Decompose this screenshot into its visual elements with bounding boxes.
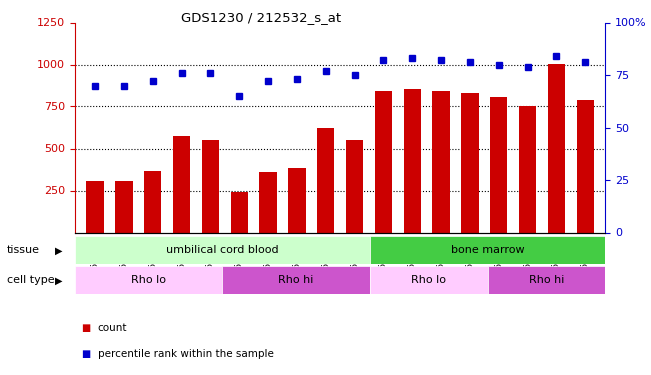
Bar <box>432 92 450 232</box>
Bar <box>115 181 133 232</box>
Text: ▶: ▶ <box>55 275 62 285</box>
Bar <box>75 236 370 264</box>
Text: count: count <box>98 323 127 333</box>
Bar <box>370 266 488 294</box>
Bar <box>75 266 222 294</box>
Text: umbilical cord blood: umbilical cord blood <box>166 245 279 255</box>
Bar <box>370 236 605 264</box>
Text: ■: ■ <box>81 323 90 333</box>
Bar <box>346 140 363 232</box>
Text: ▶: ▶ <box>55 245 62 255</box>
Bar <box>288 168 305 232</box>
Bar <box>404 89 421 232</box>
Bar <box>87 181 104 232</box>
Bar <box>462 93 478 232</box>
Bar <box>222 266 370 294</box>
Bar <box>577 100 594 232</box>
Bar <box>173 136 190 232</box>
Text: cell type: cell type <box>7 275 54 285</box>
Text: percentile rank within the sample: percentile rank within the sample <box>98 350 273 359</box>
Bar <box>488 266 605 294</box>
Bar <box>230 192 248 232</box>
Text: ■: ■ <box>81 350 90 359</box>
Bar <box>317 128 335 232</box>
Bar <box>519 106 536 232</box>
Bar <box>202 140 219 232</box>
Bar <box>144 171 161 232</box>
Text: Rho hi: Rho hi <box>278 275 314 285</box>
Text: tissue: tissue <box>7 245 40 255</box>
Text: bone marrow: bone marrow <box>450 245 524 255</box>
Bar <box>547 64 565 232</box>
Text: Rho lo: Rho lo <box>411 275 446 285</box>
Bar <box>259 172 277 232</box>
Text: Rho hi: Rho hi <box>529 275 564 285</box>
Bar <box>490 97 507 232</box>
Text: Rho lo: Rho lo <box>131 275 166 285</box>
Text: GDS1230 / 212532_s_at: GDS1230 / 212532_s_at <box>180 11 340 24</box>
Bar <box>375 90 392 232</box>
